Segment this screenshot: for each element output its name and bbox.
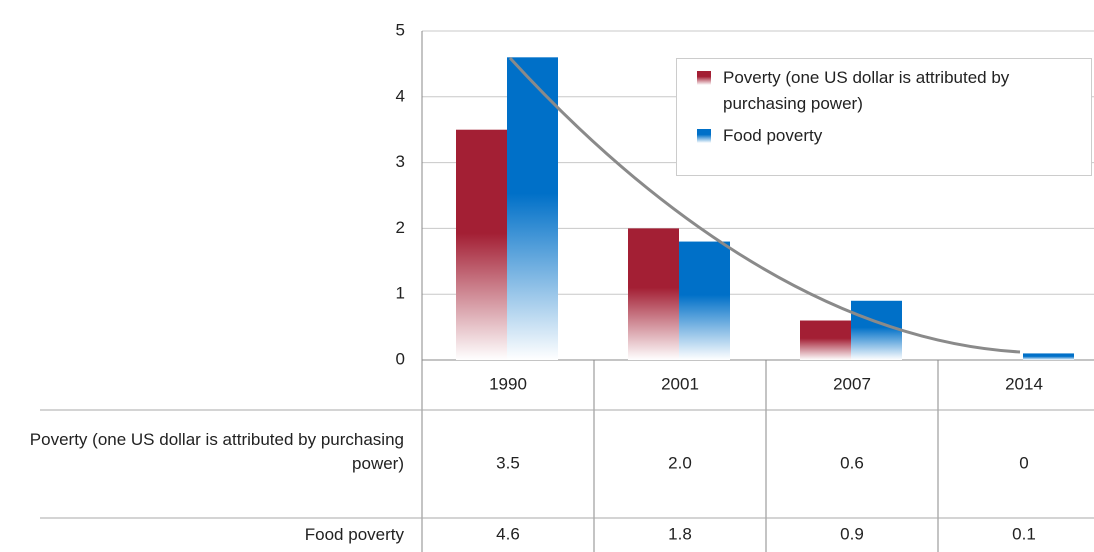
legend: Poverty (one US dollar is attributed by … [676, 58, 1092, 176]
legend-label: Poverty (one US dollar is attributed by … [723, 68, 1010, 113]
x-tick-label: 2001 [661, 374, 699, 393]
row-header: Food poverty [304, 525, 404, 544]
bar [851, 300, 902, 360]
legend-entry: Poverty (one US dollar is attributed by … [697, 65, 1081, 117]
bar [507, 57, 558, 360]
trend-curve [508, 56, 1021, 354]
table-cell: 0.6 [840, 453, 864, 472]
y-tick-label: 3 [396, 152, 405, 171]
legend-entry: Food poverty [697, 123, 1081, 149]
table-cell: 4.6 [496, 524, 520, 543]
x-tick-label: 2014 [1005, 374, 1043, 393]
x-tick-label: 1990 [489, 374, 527, 393]
row-header: Poverty (one US dollar is attributed by … [29, 430, 404, 473]
table-cell: 1.8 [668, 524, 692, 543]
table-cell: 3.5 [496, 453, 520, 472]
y-tick-label: 0 [396, 349, 405, 368]
y-tick-label: 5 [396, 20, 405, 39]
bar [800, 320, 851, 360]
legend-swatch [697, 71, 711, 85]
y-tick-label: 1 [396, 284, 405, 303]
table-cell: 2.0 [668, 453, 692, 472]
bar [1023, 353, 1074, 360]
bar [456, 129, 507, 360]
table-cell: 0 [1019, 453, 1028, 472]
legend-swatch [697, 129, 711, 143]
y-tick-label: 2 [396, 218, 405, 237]
table-cell: 0.9 [840, 524, 864, 543]
x-tick-label: 2007 [833, 374, 871, 393]
y-tick-label: 4 [396, 86, 405, 105]
bar [679, 241, 730, 360]
table-cell: 0.1 [1012, 524, 1036, 543]
legend-label: Food poverty [723, 126, 823, 145]
bar [628, 228, 679, 360]
